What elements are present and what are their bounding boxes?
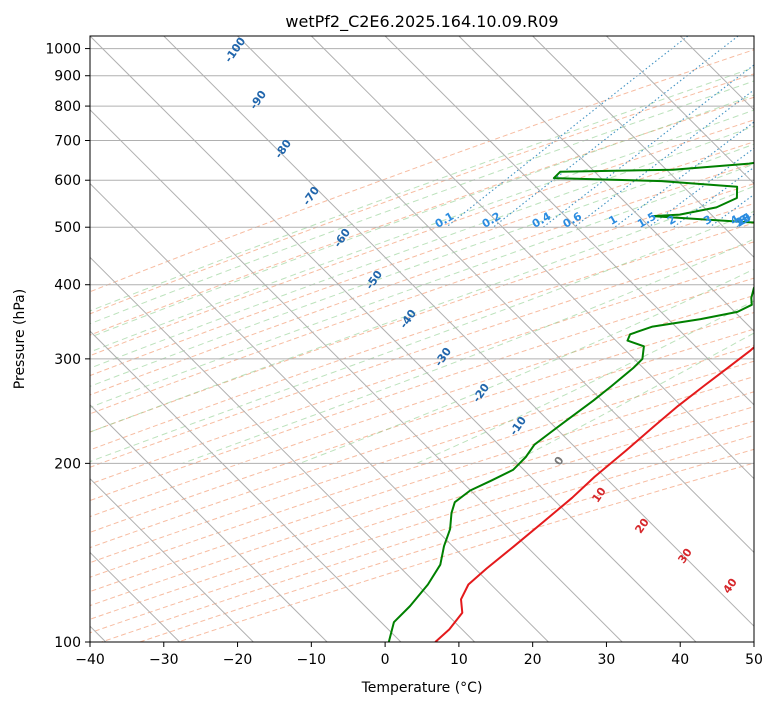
dry-adiabat <box>90 376 754 593</box>
moist-adiabat <box>90 109 754 353</box>
y-tick-label: 600 <box>54 173 81 189</box>
x-tick-label: 20 <box>524 652 542 668</box>
isotherm <box>90 330 402 642</box>
dry-adiabat <box>90 344 754 564</box>
x-tick-label: 0 <box>381 652 390 668</box>
grid-lines <box>90 36 754 642</box>
isotherm <box>90 182 549 642</box>
isotherm <box>90 404 328 642</box>
y-tick-label: 300 <box>54 352 81 368</box>
dry-adiabat <box>90 141 754 377</box>
y-tick-label: 400 <box>54 278 81 294</box>
moist-adiabat <box>90 163 754 408</box>
mixing-ratio-line <box>492 36 739 228</box>
mixing-ratio-line <box>573 89 754 228</box>
isotherm <box>90 36 697 642</box>
x-tick-label: −20 <box>223 652 253 668</box>
dry-adiabat <box>90 96 754 336</box>
dry-adiabat <box>90 49 754 293</box>
isotherm <box>606 36 754 185</box>
isotherm <box>458 36 754 332</box>
plot-background <box>90 36 754 642</box>
x-tick-label: 50 <box>745 652 763 668</box>
y-tick-label: 900 <box>54 69 81 85</box>
x-tick-label: −30 <box>149 652 179 668</box>
temperature-line <box>434 345 754 642</box>
y-axis: 100 200 300 400 500 600 700 800 900 1000 <box>45 42 90 651</box>
x-tick-label: 40 <box>671 652 689 668</box>
isotherm <box>532 36 754 259</box>
moist-adiabat <box>90 66 754 312</box>
y-tick-label: 200 <box>54 456 81 472</box>
x-tick-label: 10 <box>450 652 468 668</box>
isotherm <box>163 36 754 627</box>
y-tick-label: 100 <box>54 635 81 651</box>
y-tick-label: 1000 <box>45 42 81 58</box>
mixing-ratio-line <box>542 64 754 228</box>
chart-title: wetPf2_C2E6.2025.164.10.09.R09 <box>285 12 558 32</box>
x-tick-label: −10 <box>297 652 327 668</box>
x-tick-label: 30 <box>598 652 616 668</box>
isotherm <box>90 477 254 642</box>
y-tick-label: 800 <box>54 99 81 115</box>
dry-adiabat <box>90 391 754 607</box>
x-tick-label: −40 <box>75 652 105 668</box>
x-axis: −40 −30 −20 −10 0 10 20 30 40 50 <box>75 642 763 668</box>
moist-adiabat <box>416 300 754 464</box>
y-tick-label: 700 <box>54 133 81 149</box>
isotherm <box>310 36 754 480</box>
background-lines <box>90 36 754 642</box>
dry-adiabat <box>90 73 754 315</box>
x-axis-title: Temperature (°C) <box>361 680 483 696</box>
isotherm <box>384 36 754 406</box>
moist-adiabat <box>90 80 754 325</box>
plot-frame <box>89 35 755 643</box>
y-tick-label: 500 <box>54 220 81 236</box>
dewpoint-line <box>387 161 754 642</box>
series-layer <box>387 161 754 642</box>
mixing-ratio-line <box>673 166 754 228</box>
y-axis-title: Pressure (hPa) <box>12 289 28 389</box>
dry-adiabat <box>90 183 754 415</box>
isotherm <box>753 36 754 37</box>
isotherm <box>90 256 476 642</box>
isotherm <box>237 36 754 554</box>
